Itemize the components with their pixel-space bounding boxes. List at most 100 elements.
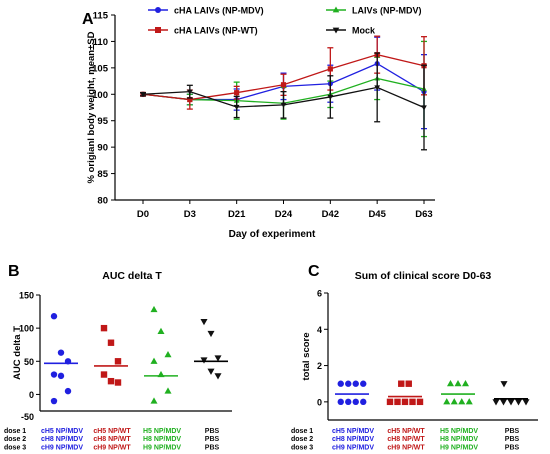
data-point <box>107 339 115 346</box>
legend-item: cHA LAIVs (NP-WT) <box>148 26 258 36</box>
y-axis-title: AUC delta T <box>12 326 23 380</box>
dose-label: cH8 NP/WT <box>387 436 425 443</box>
data-point <box>454 380 462 387</box>
data-point <box>164 350 172 358</box>
dose-label: H5 NP/MDV <box>143 428 181 435</box>
y-tick-label: 150 <box>19 291 34 301</box>
legend-marker <box>155 27 161 33</box>
legend-label: cHA LAIVs (NP-MDV) <box>174 6 264 16</box>
y-tick-label: 90 <box>97 143 108 154</box>
data-point <box>327 66 333 72</box>
x-tick-label: D24 <box>275 209 293 220</box>
data-point <box>107 377 115 385</box>
dose-label: cH8 NP/MDV <box>332 436 374 443</box>
data-point <box>187 96 193 103</box>
dose-label: cH9 NP/WT <box>387 444 425 451</box>
data-point <box>57 349 65 356</box>
legend-label: LAIVs (NP-MDV) <box>352 6 422 16</box>
y-axis-title: % origianl body weight, mean±SD <box>86 31 97 183</box>
data-point <box>114 358 122 365</box>
data-point <box>345 398 352 406</box>
data-point <box>500 381 508 388</box>
dose-label: PBS <box>205 428 220 435</box>
y-tick-label: 4 <box>317 325 322 335</box>
y-tick-label: 85 <box>97 169 108 180</box>
data-point <box>50 371 58 378</box>
dose-label: cH5 NP/MDV <box>332 428 374 435</box>
data-point <box>57 372 65 380</box>
data-point <box>100 324 108 332</box>
data-point <box>337 398 344 406</box>
y-tick-label: -50 <box>21 412 34 422</box>
data-point <box>394 398 401 406</box>
data-point <box>374 85 381 91</box>
data-point <box>360 380 367 387</box>
dose-label: cH5 NP/MDV <box>41 428 83 435</box>
data-point <box>157 327 165 335</box>
data-point <box>499 399 508 406</box>
data-point <box>140 92 146 98</box>
dose-label: PBS <box>505 428 520 435</box>
data-point <box>352 380 359 387</box>
dose-label: PBS <box>205 436 220 443</box>
y-tick-label: 95 <box>97 116 108 127</box>
data-point <box>150 305 158 313</box>
dose-label: cH9 NP/MDV <box>332 444 374 451</box>
data-point <box>458 398 466 405</box>
data-point <box>409 398 416 406</box>
panel-b-chart: AUC delta T 0 50 100 150 -50 AUC delta T cH5 NP… <box>4 270 232 451</box>
data-point <box>522 399 530 406</box>
y-tick-label: 105 <box>92 63 109 74</box>
legend-item: LAIVs (NP-MDV) <box>326 6 422 16</box>
dose-label: H5 NP/MDV <box>440 428 478 435</box>
x-tick-label: D0 <box>137 209 149 220</box>
data-point <box>461 380 470 387</box>
dose-label: H9 NP/MDV <box>143 444 181 451</box>
data-point <box>345 380 352 387</box>
data-point <box>214 373 222 380</box>
x-tick-label: D42 <box>322 209 339 220</box>
y-tick-label: 110 <box>93 37 108 48</box>
dose-label: H8 NP/MDV <box>440 436 478 443</box>
y-tick-label: 50 <box>24 357 34 367</box>
x-tick-label: D63 <box>415 209 432 220</box>
data-point <box>450 398 458 405</box>
dose-row-label: dose 2 <box>4 436 26 443</box>
dose-label: cH5 NP/WT <box>387 428 425 435</box>
legend-label: Mock <box>352 26 376 36</box>
y-tick-label: 115 <box>93 11 109 22</box>
dose-label: cH8 NP/MDV <box>41 436 83 443</box>
data-point <box>421 105 427 111</box>
x-tick-label: D21 <box>228 209 246 220</box>
data-point <box>207 330 215 338</box>
data-point <box>398 380 405 387</box>
legend-marker <box>332 6 340 13</box>
data-point <box>50 313 58 320</box>
data-point <box>507 399 515 406</box>
data-point <box>327 94 334 100</box>
panel-title: AUC delta T <box>102 270 162 282</box>
data-point <box>416 398 424 406</box>
dose-label: cH9 NP/MDV <box>41 444 83 451</box>
data-point <box>446 380 455 387</box>
data-point <box>164 387 172 394</box>
legend-label: cHA LAIVs (NP-WT) <box>174 26 258 36</box>
data-point <box>465 398 473 405</box>
data-point <box>114 379 122 386</box>
y-tick-label: 6 <box>317 289 322 299</box>
dose-label: PBS <box>205 444 220 451</box>
dose-label: H9 NP/MDV <box>440 444 478 451</box>
panel-b-letter: B <box>8 263 20 280</box>
dose-label: H8 NP/MDV <box>143 436 181 443</box>
panel-c-letter: C <box>308 263 320 280</box>
y-tick-label: 0 <box>317 397 322 407</box>
data-point <box>50 397 58 405</box>
data-point <box>280 82 287 88</box>
data-point <box>64 387 72 395</box>
panel-c-chart: Sum of clinical score D0-63 0 2 4 6 total sco… <box>291 270 538 451</box>
x-axis-title: Day of experiment <box>229 229 316 240</box>
